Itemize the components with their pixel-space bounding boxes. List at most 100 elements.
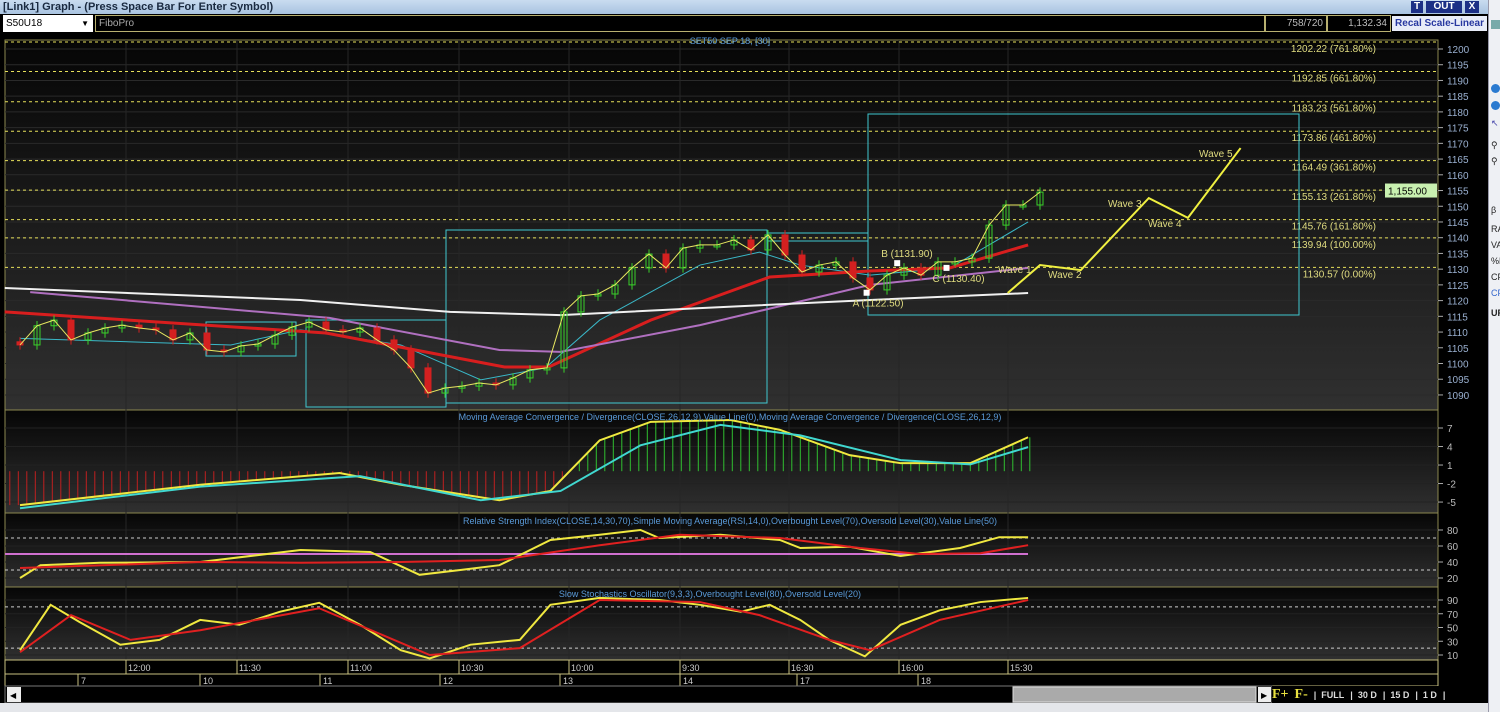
date-label: 7 [81,676,86,686]
y-tick-label: 1145 [1447,218,1469,229]
time-label: 10:00 [571,663,594,673]
rsi-line [19,533,1029,569]
recal-scale-button[interactable]: Recal Scale-Linear [1392,16,1487,31]
macd-title: Moving Average Convergence / Divergence(… [459,412,1002,422]
sidebar-label[interactable]: CF [1491,288,1500,298]
y-tick-label: 30 [1447,637,1459,648]
close-button[interactable]: X [1465,1,1479,13]
cursor-price: 1,132.34 [1327,15,1391,32]
abc-point-marker [943,264,950,271]
sidebar-label[interactable]: %F [1491,256,1500,266]
window-title: [Link1] Graph - (Press Space Bar For Ent… [3,1,274,13]
y-tick-label: 1135 [1447,249,1469,260]
scroll-left-button[interactable] [7,687,21,702]
sidebar-label[interactable]: VA [1491,240,1500,250]
y-tick-label: 10 [1447,651,1459,662]
study-field[interactable]: FiboPro [95,15,1265,32]
y-tick-label: 20 [1447,574,1459,585]
zoom-out-icon[interactable] [1491,101,1500,110]
y-tick-label: 1125 [1447,281,1469,292]
y-tick-label: 80 [1447,526,1459,537]
y-tick-label: 1110 [1447,328,1468,339]
y-tick-label: 1165 [1447,155,1469,166]
y-tick-label: 1200 [1447,45,1470,56]
chevron-down-icon: ▼ [81,19,89,28]
y-tick-label: 90 [1447,596,1459,607]
annotation-box [867,113,1300,316]
magnify-icon[interactable]: ⚲ [1491,140,1498,150]
table-icon[interactable] [1491,20,1500,29]
panel-2 [4,512,1439,588]
window-title-bar: [Link1] Graph - (Press Space Bar For Ent… [0,0,1488,14]
cursor-icon[interactable]: ↖ [1491,118,1499,128]
abc-point-label: A (1122.50) [853,299,904,310]
wave-label: Wave 2 [1048,270,1082,281]
scrollbar-thumb[interactable] [1012,686,1257,703]
symbol-dropdown[interactable]: S50U18 ▼ [3,15,93,32]
time-label: 16:00 [901,663,924,673]
y-tick-label: 1175 [1447,124,1469,135]
range-full-button[interactable]: FULL [1321,690,1345,700]
sidebar-label[interactable]: UF [1491,308,1500,318]
time-label: 16:30 [791,663,814,673]
y-tick-label: 1160 [1447,171,1469,182]
chart-canvas[interactable]: 1202.22 (761.80%) 1192.85 (661.80%) 1183.2… [0,33,1488,703]
out-button[interactable]: OUT [1426,1,1462,13]
fib-level-label: 1164.49 (361.80%) [1292,163,1376,174]
stochastic-line [19,598,1029,657]
y-tick-label: 1155 [1447,187,1469,198]
time-label: 11:00 [350,663,372,673]
abc-point-label: C (1130.40) [933,274,985,285]
y-tick-label: 1100 [1447,360,1469,371]
date-label: 18 [921,676,931,686]
date-axis [4,673,1439,687]
fib-level-label: 1173.86 (461.80%) [1292,133,1376,144]
last-price-label: 1,155.00 [1388,187,1427,198]
beta-icon[interactable]: β [1491,205,1497,215]
magnify-icon[interactable]: ⚲ [1491,156,1498,166]
abc-point-label: B (1131.90) [881,249,933,260]
date-label: 17 [800,676,810,686]
chevron-right-icon: ▶ [1261,691,1268,700]
font-decrease-button[interactable]: F- [1294,687,1308,702]
symbol-value: S50U18 [6,18,43,29]
range-15d-button[interactable]: 15 D [1390,690,1410,700]
scroll-right-button[interactable] [1258,687,1271,702]
date-label: 12 [443,676,453,686]
wave-label: Wave 1 [998,265,1032,276]
y-tick-label: 1115 [1447,312,1468,323]
font-increase-button[interactable]: F+ [1272,687,1289,702]
y-tick-label: 1150 [1447,202,1469,213]
sidebar-label[interactable]: CP [1491,272,1500,282]
fib-level-label: 1145.76 (161.80%) [1292,222,1376,233]
fib-level-label: 1183.23 (561.80%) [1292,104,1376,115]
macd-line [19,423,1029,510]
y-tick-label: 1180 [1447,108,1469,119]
chevron-left-icon: ◀ [10,691,17,700]
t-button[interactable]: T [1411,1,1423,13]
fib-level-label: 1130.57 (0.00%) [1303,269,1376,280]
time-label: 9:30 [682,663,700,673]
zoom-in-icon[interactable] [1491,84,1500,93]
panel-1 [4,409,1439,514]
wave-label: Wave 4 [1148,219,1182,230]
fib-level-label: 1139.94 (100.00%) [1292,240,1376,251]
y-tick-label: 1190 [1447,76,1469,87]
fib-level-label: 1155.13 (261.80%) [1292,192,1376,203]
range-30d-button[interactable]: 30 D [1357,690,1377,700]
y-tick-label: 1195 [1447,61,1469,72]
y-tick-label: 50 [1447,624,1459,635]
chart-toolbar: S50U18 ▼ FiboPro 758/720 1,132.34 Recal S… [0,14,1488,33]
date-label: 11 [323,676,332,686]
zigzag-line [19,191,1041,394]
y-tick-label: 1170 [1447,139,1469,150]
fib-level-label: 1202.22 (761.80%) [1291,44,1376,55]
sidebar-label[interactable]: RA [1491,224,1500,234]
rsi-line [19,528,1029,579]
y-tick-label: 1090 [1447,391,1470,402]
y-tick-label: 70 [1447,610,1459,621]
panel-0 [4,39,1439,411]
annotation-box [445,229,768,404]
range-1d-button[interactable]: 1 D [1422,690,1437,700]
time-label: 12:00 [128,663,151,673]
